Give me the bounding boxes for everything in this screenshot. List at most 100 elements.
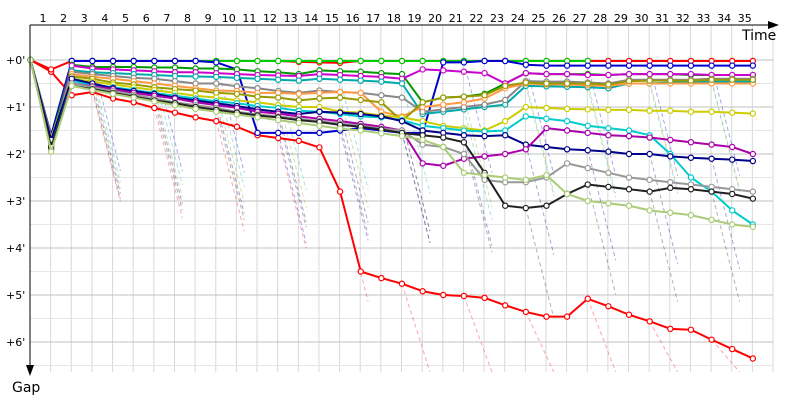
- data-point: [605, 169, 612, 176]
- data-point: [171, 101, 179, 109]
- data-point: [729, 190, 736, 198]
- lap-tick-label: 13: [284, 12, 298, 25]
- data-point: [295, 97, 303, 104]
- data-point: [398, 132, 406, 140]
- data-point: [316, 144, 323, 151]
- pit-dash-line: [401, 132, 431, 243]
- pit-dash-line: [215, 109, 245, 220]
- data-point: [192, 73, 199, 80]
- data-point: [440, 59, 447, 66]
- data-point: [687, 174, 695, 181]
- data-point: [708, 188, 715, 195]
- data-point: [274, 57, 282, 65]
- data-point: [398, 280, 406, 287]
- data-point: [460, 150, 468, 158]
- data-point: [563, 146, 571, 153]
- data-point: [605, 124, 612, 132]
- data-point: [171, 57, 179, 65]
- data-point: [440, 291, 447, 299]
- pit-dash-line: [153, 100, 183, 211]
- data-point: [295, 119, 303, 127]
- data-point: [749, 76, 757, 83]
- lap-tick-label: 14: [304, 12, 318, 25]
- data-point: [667, 70, 674, 78]
- pit-dash-line: [153, 60, 183, 172]
- data-point: [171, 72, 179, 80]
- data-point: [295, 137, 303, 145]
- data-point: [501, 202, 509, 209]
- series-line: [29, 59, 753, 163]
- pit-dash-line: [91, 91, 121, 203]
- lap-tick-label: 35: [738, 12, 752, 25]
- data-point: [729, 109, 736, 116]
- data-point: [481, 69, 488, 77]
- data-point: [687, 186, 695, 193]
- lap-tick-label: 9: [205, 12, 212, 25]
- lap-tick-label: 20: [428, 12, 442, 25]
- data-point: [584, 62, 591, 69]
- data-point: [336, 57, 344, 65]
- data-point: [563, 313, 571, 320]
- pit-dash-line: [91, 83, 121, 194]
- data-point: [419, 288, 426, 295]
- lap-tick-label: 17: [366, 12, 380, 25]
- data-point: [749, 62, 757, 69]
- data-point: [729, 345, 736, 353]
- data-point: [316, 57, 323, 65]
- data-point: [687, 62, 695, 69]
- data-point: [378, 274, 385, 282]
- pit-dash-line: [649, 153, 679, 265]
- data-point: [522, 204, 530, 212]
- data-point: [563, 105, 571, 113]
- data-point: [543, 313, 550, 320]
- data-point: [729, 207, 736, 214]
- data-point: [481, 294, 488, 302]
- data-point: [687, 211, 695, 219]
- lap-tick-label: 21: [449, 12, 463, 25]
- pit-dash-line: [711, 79, 741, 190]
- pit-dash-line: [463, 62, 493, 173]
- data-point: [213, 80, 220, 87]
- data-point: [68, 82, 75, 90]
- data-point: [336, 88, 344, 96]
- data-point: [501, 57, 509, 65]
- data-point: [419, 57, 426, 65]
- data-point: [171, 109, 179, 116]
- pit-dash-line: [215, 62, 245, 173]
- data-point: [274, 76, 282, 83]
- data-point: [625, 132, 633, 140]
- data-point: [543, 124, 550, 132]
- lap-tick-label: 2: [60, 12, 67, 25]
- data-point: [708, 155, 715, 162]
- data-point: [151, 98, 158, 105]
- data-point: [646, 134, 653, 141]
- gap-tick-label: +0': [6, 54, 25, 67]
- data-point: [481, 101, 488, 108]
- pit-dash-line: [525, 207, 555, 319]
- data-point: [625, 62, 633, 69]
- pit-dash-line: [215, 120, 245, 232]
- data-point: [646, 188, 653, 195]
- gap-tick-label: +4': [6, 242, 25, 255]
- data-point: [625, 202, 633, 209]
- data-point: [419, 66, 426, 73]
- data-point: [522, 79, 530, 86]
- series-line: [30, 59, 754, 360]
- data-point: [357, 57, 364, 65]
- data-point: [316, 75, 323, 83]
- data-point: [687, 70, 695, 78]
- pit-dash-line: [463, 142, 493, 253]
- data-point: [440, 134, 447, 141]
- pit-dash-line: [339, 130, 369, 241]
- data-point: [378, 78, 385, 85]
- pit-dash-line: [339, 112, 369, 223]
- y-axis-title: Gap: [12, 380, 40, 396]
- data-point: [398, 57, 406, 65]
- data-point: [316, 122, 323, 130]
- x-axis-arrow: [768, 21, 779, 29]
- data-point: [89, 86, 96, 94]
- pit-dash-line: [711, 191, 741, 302]
- data-point: [357, 110, 364, 118]
- pit-dash-line: [587, 298, 617, 373]
- data-point: [336, 109, 344, 116]
